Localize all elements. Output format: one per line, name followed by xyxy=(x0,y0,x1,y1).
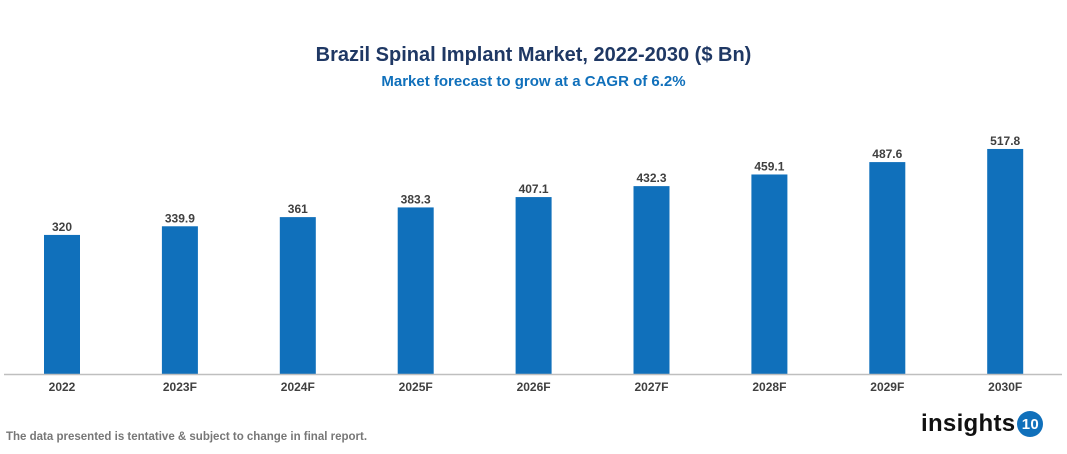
bar xyxy=(279,217,316,374)
x-tick-label: 2028F xyxy=(752,380,786,394)
data-label: 487.6 xyxy=(872,147,902,161)
x-tick-label: 2026F xyxy=(517,380,551,394)
bar xyxy=(161,226,198,374)
data-label: 517.8 xyxy=(990,134,1020,148)
data-label: 459.1 xyxy=(754,159,784,173)
logo-badge: 10 xyxy=(1017,411,1044,437)
x-tick-label: 2023F xyxy=(163,380,197,394)
data-label: 339.9 xyxy=(165,211,195,225)
bar xyxy=(633,186,670,374)
data-label: 320 xyxy=(52,220,72,234)
chart-subtitle: Market forecast to grow at a CAGR of 6.2… xyxy=(381,73,686,90)
bar xyxy=(515,197,552,374)
x-tick-label: 2022 xyxy=(49,380,76,394)
x-tick-label: 2025F xyxy=(399,380,433,394)
bar xyxy=(44,234,80,374)
bar xyxy=(987,148,1024,374)
x-tick-label: 2030F xyxy=(988,380,1022,394)
x-tick-label: 2024F xyxy=(281,380,315,394)
data-label: 432.3 xyxy=(636,171,666,185)
data-label: 361 xyxy=(288,202,308,216)
bar xyxy=(397,207,434,374)
bar xyxy=(869,162,906,374)
footnote: The data presented is tentative & subjec… xyxy=(6,431,368,443)
data-label: 407.1 xyxy=(519,182,549,196)
x-tick-label: 2029F xyxy=(870,380,904,394)
chart-title: Brazil Spinal Implant Market, 2022-2030 … xyxy=(315,44,752,66)
insights10-logo: insights 10 xyxy=(921,410,1044,438)
logo-text: insights xyxy=(921,410,1016,437)
bar xyxy=(751,174,788,374)
x-tick-label: 2027F xyxy=(634,380,668,394)
data-label: 383.3 xyxy=(401,192,431,206)
